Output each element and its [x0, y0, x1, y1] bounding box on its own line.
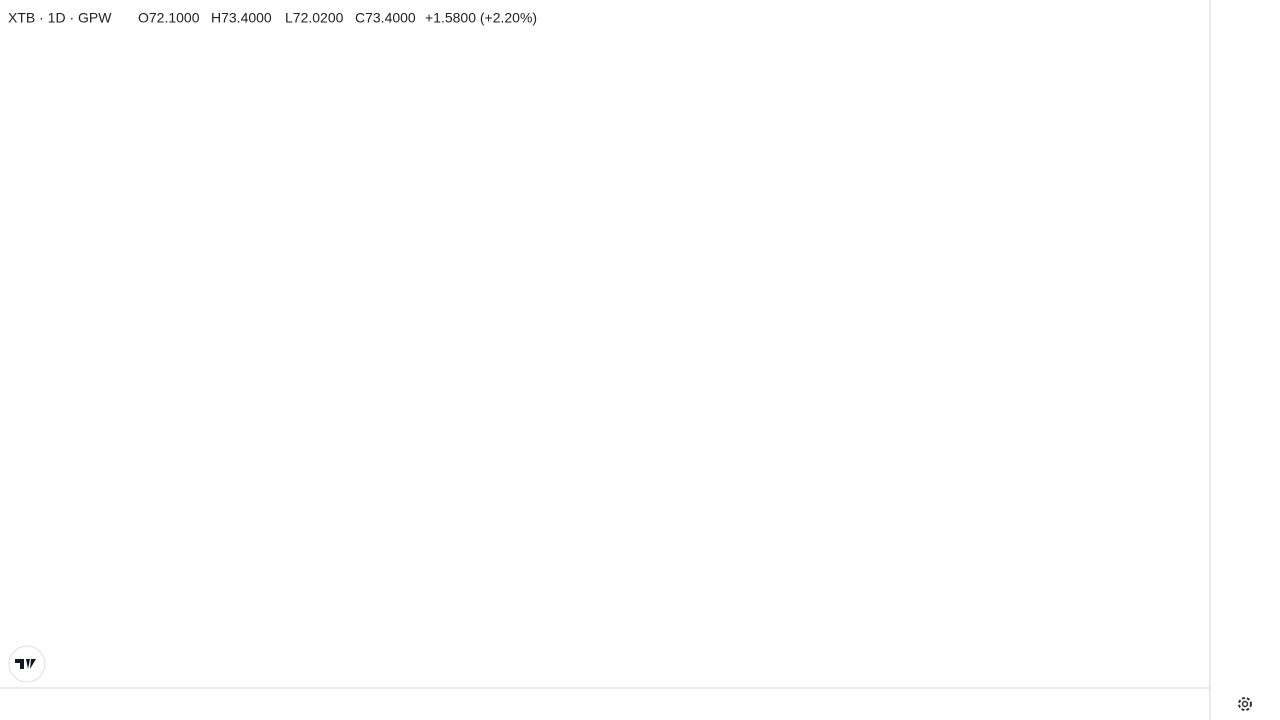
ohlc-change: +1.5800 (+2.20%)	[425, 10, 537, 26]
header-bg	[0, 2, 546, 34]
settings[interactable]	[1238, 697, 1252, 711]
time-axis-bg	[0, 688, 1280, 720]
logo[interactable]	[8, 645, 46, 683]
symbol: XTB · 1D · GPW	[8, 10, 112, 26]
settings-gear[interactable]	[1238, 697, 1252, 711]
header: XTB · 1D · GPW O72.1000 H73.4000 L72.020…	[0, 2, 546, 34]
price-axis-bg	[1210, 0, 1280, 720]
settings-gear-center	[1241, 700, 1249, 708]
ohlc-low: L72.0200	[285, 10, 344, 26]
ohlc-high: H73.4000	[211, 10, 272, 26]
ohlc-open: O72.1000	[138, 10, 200, 26]
logo-mark	[15, 659, 36, 669]
ohlc-close: C73.4000	[355, 10, 416, 26]
